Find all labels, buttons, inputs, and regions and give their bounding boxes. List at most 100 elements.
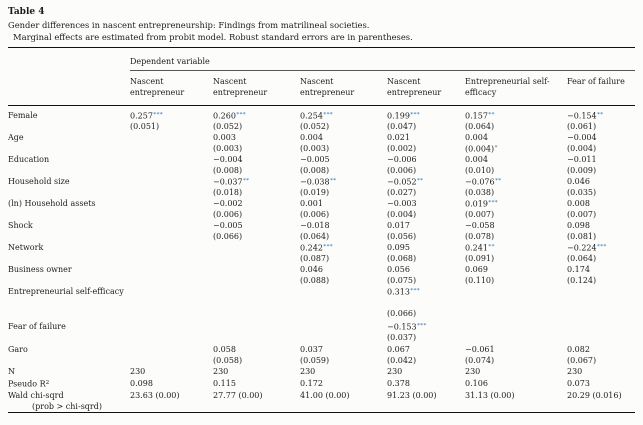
significance-stars: **: [488, 112, 495, 118]
significance-stars: ***: [417, 323, 427, 329]
cell-n-col6: 230: [567, 367, 583, 376]
significance-stars: **: [243, 178, 250, 184]
row-label-pseudor2: Pseudo R2: [8, 379, 50, 389]
cell-busowner-col3: 0.046 (0.088): [300, 265, 330, 285]
cell-hhsize-col4: −0.052** (0.027): [387, 177, 424, 198]
row-label-female: Female: [8, 111, 38, 120]
cell-wald-col3: 41.00 (0.00): [300, 391, 350, 400]
table-row-shock: Shock −0.005 (0.066) −0.018 (0.064) 0.017 (0.0…: [8, 220, 635, 242]
table-row-network: Network 0.242*** (0.087) 0.095 (0.068) 0.241*…: [8, 242, 635, 264]
significance-stars: **: [488, 244, 495, 250]
cell-busowner-col1: [130, 264, 213, 286]
significance-stars: ***: [597, 244, 607, 250]
cell-education-col2: −0.004 (0.008): [213, 155, 243, 175]
variables-column-header: [8, 70, 130, 106]
cell-wald-col1: 23.63 (0.00): [130, 391, 180, 400]
cell-age-col1: [130, 132, 213, 154]
row-label-hhsize: Household size: [8, 177, 70, 186]
significance-stars: ***: [153, 112, 163, 118]
cell-female-col3: 0.254*** (0.052): [300, 111, 333, 132]
cell-wald-col6: 20.29 (0.016): [567, 391, 622, 400]
cell-wald-col5: 31.13 (0.00): [465, 391, 515, 400]
cell-shock-col4: 0.017 (0.056): [387, 221, 417, 241]
cell-shock-col3: −0.018 (0.064): [300, 221, 330, 241]
cell-pseudor2-col4: 0.378: [387, 379, 410, 388]
cell-ese-col6: [567, 286, 635, 319]
cell-shock-col2: −0.005 (0.066): [213, 221, 243, 241]
table-row-pseudor2: Pseudo R2 0.098 0.115 0.172 0.378 0.106 0.073: [8, 378, 635, 390]
table-row-fof: Fear of failure −0.153*** (0.037): [8, 319, 635, 343]
cell-garo-col2: 0.058 (0.058): [213, 345, 243, 365]
significance-stars: ***: [410, 288, 420, 294]
row-label-ese: Entrepreneurial self-efficacy: [8, 287, 124, 296]
cell-n-col1: 230: [130, 367, 146, 376]
cell-garo-col1: [130, 343, 213, 366]
cell-female-col5: 0.157** (0.064): [465, 111, 495, 132]
dependent-variable-spanner: Dependent variable: [130, 47, 635, 71]
row-label-n: N: [8, 367, 15, 376]
cell-hhassets-col5: 0.019*** (0.007): [465, 199, 498, 220]
cell-shock-col5: −0.058 (0.078): [465, 221, 495, 241]
cell-fof-col1: [130, 319, 213, 343]
cell-female-col2: 0.260*** (0.052): [213, 111, 246, 132]
cell-age-col5: 0.004 (0.004)*: [465, 133, 498, 154]
cell-garo-col5: −0.061 (0.074): [465, 345, 495, 365]
cell-garo-col6: 0.082 (0.067): [567, 345, 597, 365]
cell-education-col5: 0.004 (0.010): [465, 155, 495, 175]
cell-hhsize-col6: 0.046 (0.035): [567, 177, 597, 197]
cell-n-col3: 230: [300, 367, 316, 376]
cell-fof-col5: [465, 319, 567, 343]
row-label-busowner: Business owner: [8, 265, 72, 274]
cell-busowner-col6: 0.174 (0.124): [567, 265, 597, 285]
cell-ese-col3: [300, 286, 387, 319]
cell-busowner-col4: 0.056 (0.075): [387, 265, 417, 285]
column-header-row: Nascent entrepreneur Nascent entrepreneu…: [8, 70, 635, 106]
col-header-6: Fear of failure: [567, 70, 635, 106]
cell-age-col6: −0.004 (0.004): [567, 133, 597, 153]
cell-age-col3: 0.004 (0.003): [300, 133, 330, 153]
cell-pseudor2-col3: 0.172: [300, 379, 323, 388]
table-header: Dependent variable Nascent entrepreneur …: [8, 47, 635, 106]
cell-age-col4: 0.021 (0.002): [387, 133, 417, 153]
cell-female-col4: 0.199*** (0.047): [387, 111, 420, 132]
significance-stars: **: [330, 178, 337, 184]
table-row-ese: Entrepreneurial self-efficacy 0.313*** (0.…: [8, 286, 635, 319]
cell-n-col2: 230: [213, 367, 229, 376]
significance-stars: *: [494, 145, 498, 151]
cell-network-col4: 0.095 (0.068): [387, 243, 417, 263]
table-row-age: Age 0.003 (0.003) 0.004 (0.003) 0.021 (0.002) 0…: [8, 132, 635, 154]
significance-stars: **: [597, 112, 604, 118]
col-header-5: Entrepreneurial self-efficacy: [465, 70, 567, 106]
cell-education-col3: −0.005 (0.008): [300, 155, 330, 175]
cell-pseudor2-col6: 0.073: [567, 379, 590, 388]
significance-stars: ***: [323, 244, 333, 250]
significance-stars: **: [495, 178, 502, 184]
cell-ese-col1: [130, 286, 213, 319]
table-row-female: Female 0.257*** (0.051) 0.260*** (0.052) 0.25…: [8, 106, 635, 133]
cell-shock-col6: 0.098 (0.081): [567, 221, 597, 241]
cell-network-col6: −0.224*** (0.064): [567, 243, 607, 264]
col-header-2: Nascent entrepreneur: [213, 70, 300, 106]
table-number: Table 4: [8, 7, 45, 17]
row-label-education: Education: [8, 155, 50, 164]
col-header-4: Nascent entrepreneur: [387, 70, 465, 106]
cell-education-col1: [130, 154, 213, 176]
cell-hhsize-col3: −0.038** (0.019): [300, 177, 337, 198]
table-note: Marginal effects are estimated from prob…: [13, 32, 413, 42]
significance-stars: ***: [236, 112, 246, 118]
spanner-spacer: [8, 48, 130, 71]
row-label-network: Network: [8, 243, 44, 252]
cell-fof-col2: [213, 319, 300, 343]
spanner-row: Dependent variable: [8, 47, 635, 71]
col-header-3: Nascent entrepreneur: [300, 70, 387, 106]
row-label-fof: Fear of failure: [8, 322, 66, 331]
cell-hhassets-col3: 0.001 (0.006): [300, 199, 330, 219]
cell-education-col6: −0.011 (0.009): [567, 155, 597, 175]
cell-fof-col3: [300, 319, 387, 343]
cell-female-col1: 0.257*** (0.051): [130, 111, 163, 132]
table-row-hhsize: Household size −0.037** (0.018) −0.038** (0.…: [8, 176, 635, 198]
table-row-garo: Garo 0.058 (0.058) 0.037 (0.059) 0.067 (0.042)…: [8, 343, 635, 366]
row-label-age: Age: [8, 133, 24, 142]
col-header-1: Nascent entrepreneur: [130, 70, 213, 106]
cell-hhassets-col4: −0.003 (0.004): [387, 199, 417, 219]
